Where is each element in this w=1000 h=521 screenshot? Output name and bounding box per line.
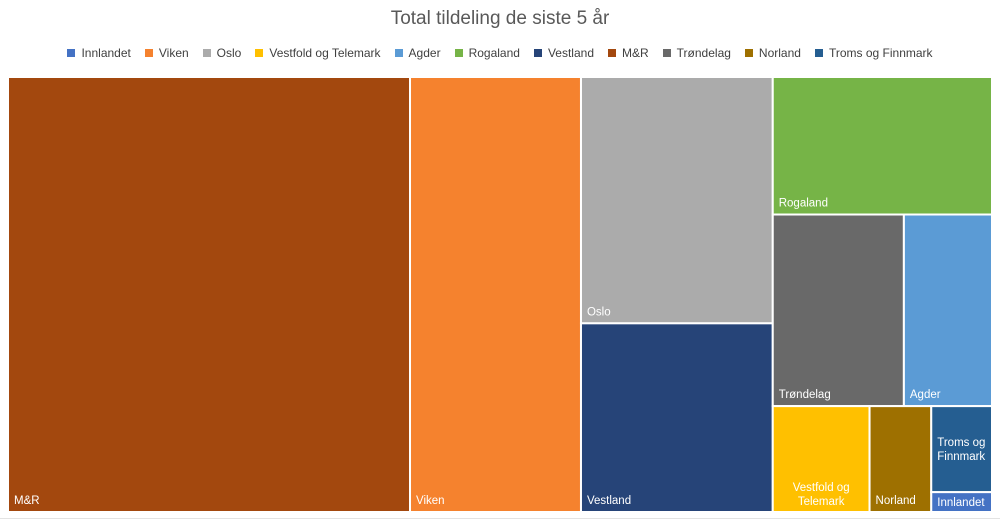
treemap-tile-vestfold-og-telemark: Vestfold og Telemark [771, 405, 871, 514]
legend-label: Troms og Finnmark [828, 46, 933, 60]
legend-label: M&R [622, 46, 649, 60]
treemap-label-rogaland: Rogaland [779, 198, 828, 210]
treemap-label-m-and-r: M&R [14, 495, 40, 507]
legend-label: Trøndelag [676, 46, 731, 60]
legend-entry-oslo: Oslo [202, 46, 242, 60]
legend-entry-trondelag: Trøndelag [662, 46, 731, 60]
legend-entry-innlandet: Innlandet [67, 46, 131, 60]
legend-swatch [394, 49, 403, 57]
treemap-rect-oslo [579, 76, 774, 325]
legend-swatch [67, 49, 76, 57]
legend-swatch [814, 49, 823, 57]
legend-swatch [454, 49, 463, 57]
treemap-label-norland: Norland [876, 495, 916, 507]
legend-swatch [662, 49, 671, 57]
treemap-tile-oslo: Oslo [579, 76, 774, 325]
treemap-rect-troms-og-finnmark [930, 405, 993, 494]
chart-title: Total tildeling de siste 5 år [390, 8, 610, 29]
treemap-tile-innlandet: Innlandet [930, 491, 993, 514]
legend-label: Vestfold og Telemark [269, 46, 381, 60]
chart-legend: Innlandet Viken Oslo Vestfold og Telemark Ag… [0, 46, 1000, 60]
legend-entry-agder: Agder [394, 46, 441, 60]
legend-label: Agder [408, 46, 441, 60]
legend-entry-norland: Norland [744, 46, 801, 60]
legend-label: Oslo [216, 46, 242, 60]
treemap-label-oslo: Oslo [587, 306, 611, 318]
legend-label: Viken [158, 46, 189, 60]
treemap-rect-viken [409, 76, 582, 513]
legend-label: Rogaland [468, 46, 520, 60]
treemap-rect-rogaland [771, 76, 994, 216]
treemap-tile-troms-og-finnmark: Troms og Finnmark [930, 405, 993, 494]
legend-swatch [533, 49, 542, 57]
treemap-label-vestfold-og-telemark: Vestfold og Telemark [793, 482, 850, 508]
legend-label: Norland [758, 46, 801, 60]
treemap-tile-trondelag: Trøndelag [771, 213, 905, 408]
treemap-rect-m-and-r [7, 76, 412, 513]
legend-entry-vestland: Vestland [533, 46, 594, 60]
treemap-rect-agder [902, 213, 993, 408]
legend-entry-troms-og-finnmark: Troms og Finnmark [814, 46, 933, 60]
treemap-tile-norland: Norland [868, 405, 933, 514]
legend-label: Vestland [547, 46, 594, 60]
treemap-rect-vestland [579, 322, 774, 513]
legend-swatch [202, 49, 211, 57]
treemap-tile-vestland: Vestland [579, 322, 774, 513]
legend-entry-rogaland: Rogaland [454, 46, 520, 60]
treemap-tile-viken: Viken [409, 76, 582, 513]
legend-swatch [608, 49, 616, 57]
treemap-label-viken: Viken [416, 495, 445, 507]
treemap-tile-agder: Agder [902, 213, 993, 408]
bottom-divider [0, 518, 1000, 519]
treemap-rect-trondelag [771, 213, 905, 408]
legend-entry-vestfold-og-telemark: Vestfold og Telemark [255, 46, 381, 60]
legend-swatch [144, 49, 153, 57]
legend-swatch [255, 49, 264, 57]
treemap-label-innlandet: Innlandet [937, 497, 985, 509]
legend-entry-m-and-r: M&R [608, 46, 649, 60]
legend-swatch [744, 49, 753, 57]
treemap-tile-m-and-r: M&R [7, 76, 412, 513]
treemap-label-troms-og-finnmark: Troms og Finnmark [937, 437, 985, 463]
treemap-label-trondelag: Trøndelag [779, 389, 831, 401]
treemap-label-agder: Agder [910, 389, 941, 401]
treemap-label-vestland: Vestland [587, 495, 631, 507]
treemap-rect-vestfold-og-telemark [771, 405, 871, 514]
legend-entry-viken: Viken [144, 46, 189, 60]
treemap-rect-innlandet [930, 491, 993, 514]
treemap-tile-rogaland: Rogaland [771, 76, 994, 216]
legend-label: Innlandet [81, 46, 131, 60]
